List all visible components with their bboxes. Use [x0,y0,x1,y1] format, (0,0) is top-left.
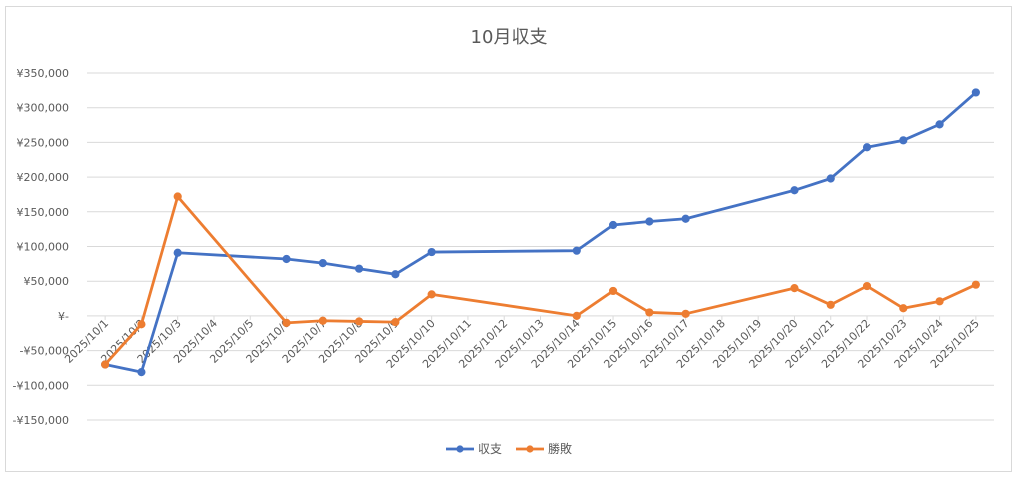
y-tick-label: ¥300,000 [17,102,70,115]
x-axis: 2025/10/12025/10/22025/10/32025/10/42025… [62,315,982,371]
data-point [101,360,110,369]
data-point [899,136,908,145]
y-tick-label: ¥250,000 [17,136,70,149]
data-point [427,290,436,299]
data-point [935,120,944,129]
data-point [608,286,618,296]
data-point [645,217,654,226]
data-point [971,280,980,289]
data-point [935,297,944,306]
legend: 収支 勝敗 [446,441,572,456]
data-point [318,259,327,268]
data-point [681,309,690,318]
y-tick-label: ¥100,000 [17,241,70,254]
data-point [391,270,400,279]
data-point [173,248,182,257]
series-line [104,195,977,366]
y-tick-label: -¥150,000 [13,414,69,427]
y-tick-label: ¥- [58,310,69,323]
data-point [790,186,799,195]
data-point [899,304,908,313]
data-point [173,192,182,201]
data-point [355,317,364,326]
data-point [645,308,654,317]
series-line [104,91,977,374]
data-point [391,318,400,327]
chart-title: 10月収支 [471,27,548,48]
series-group [101,88,980,377]
legend-marker [526,445,534,453]
legend-label: 収支 [478,442,502,456]
y-tick-label: ¥50,000 [24,275,70,288]
data-point [826,174,835,183]
data-point [572,311,581,320]
chart-frame [5,6,1012,472]
y-tick-label: ¥200,000 [17,171,70,184]
data-point [971,88,980,97]
data-point [355,264,364,273]
y-tick-label: -¥50,000 [20,345,69,358]
gridlines [87,72,994,421]
data-point [862,281,872,291]
data-point [282,318,291,327]
data-point [318,316,327,325]
data-point [790,284,799,293]
data-point [427,247,436,257]
data-point [608,220,618,230]
data-point [681,214,690,223]
data-point [826,300,835,309]
data-point [137,368,146,377]
y-axis: ¥350,000 ¥300,000 ¥250,000 ¥200,000 ¥150,000… [13,67,69,427]
legend-label: 勝敗 [548,441,572,456]
data-point [862,143,872,152]
y-tick-label: ¥150,000 [17,206,70,219]
data-point [282,254,291,264]
y-tick-label: -¥100,000 [13,379,69,392]
legend-marker [456,445,464,453]
data-point [137,320,146,329]
data-point [572,246,581,255]
y-tick-label: ¥350,000 [17,67,70,80]
